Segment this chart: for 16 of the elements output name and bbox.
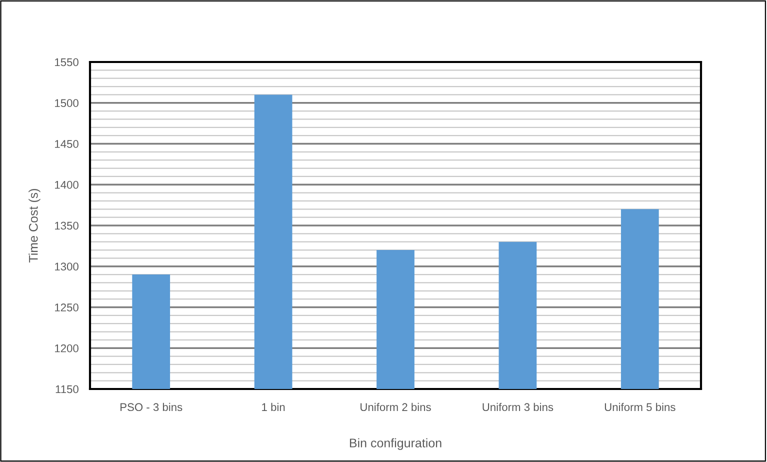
y-tick-label: 1550 [55, 58, 78, 66]
y-tick-label: 1350 [55, 222, 78, 230]
y-tick-label: 1150 [56, 385, 78, 394]
x-tick-label: 1 bin [262, 402, 285, 412]
x-tick-label: Uniform 3 bins [482, 402, 554, 412]
y-tick-label: 1450 [55, 140, 78, 148]
y-tick-label: 1300 [55, 262, 78, 271]
y-tick-label: 1500 [55, 99, 78, 108]
y-axis-title: Time Cost (s) [28, 189, 40, 262]
y-tick-label: 1400 [55, 180, 78, 189]
x-tick-label: Uniform 2 bins [360, 402, 431, 412]
x-axis-title: Bin configuration [350, 438, 442, 450]
x-tick-label: PSO - 3 bins [120, 402, 182, 412]
y-tick-label: 1250 [55, 304, 78, 312]
x-tick-label: Uniform 5 bins [604, 402, 676, 412]
y-tick-label: 1200 [55, 344, 78, 352]
